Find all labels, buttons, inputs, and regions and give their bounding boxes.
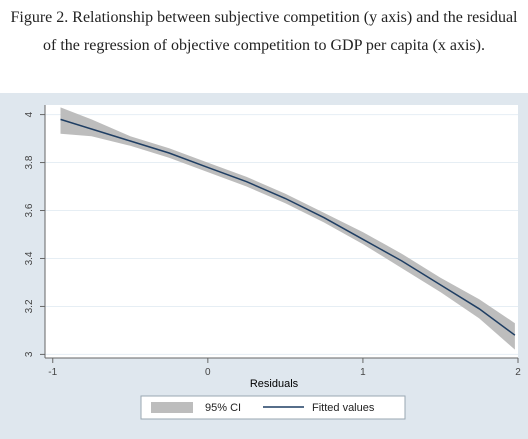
y-tick-label: 4 [24,111,35,117]
gridlines [45,114,518,355]
chart: -1 0 1 2 3 3.2 3.4 3.6 3.8 4 Residuals 95% CI Fi… [0,93,528,439]
y-tick-label: 3 [24,351,35,357]
y-tick-label: 3.6 [24,203,35,217]
x-tick-label: -1 [48,367,57,378]
y-tick-label: 3.8 [24,155,35,169]
x-tick-label: 2 [515,367,521,378]
plot-area [45,105,518,358]
legend-ci-swatch [151,402,193,413]
y-ticks: 3 3.2 3.4 3.6 3.8 4 [24,111,45,357]
legend: 95% CI Fitted values [140,395,406,420]
figure-frame: -1 0 1 2 3 3.2 3.4 3.6 3.8 4 Residuals 95% CI Fi… [0,93,528,439]
figure-caption: Figure 2. Relationship between subjectiv… [10,9,518,54]
fitted-values-line [60,118,516,336]
ci-band-area [60,107,515,350]
y-tick-label: 3.4 [24,251,35,265]
x-tick-label: 0 [205,367,211,378]
x-axis-label: Residuals [250,378,299,390]
x-ticks: -1 0 1 2 [48,358,521,378]
legend-fitted-label: Fitted values [312,402,375,414]
legend-ci-label: 95% CI [205,402,241,414]
y-tick-label: 3.2 [24,299,35,313]
x-tick-label: 1 [360,367,366,378]
